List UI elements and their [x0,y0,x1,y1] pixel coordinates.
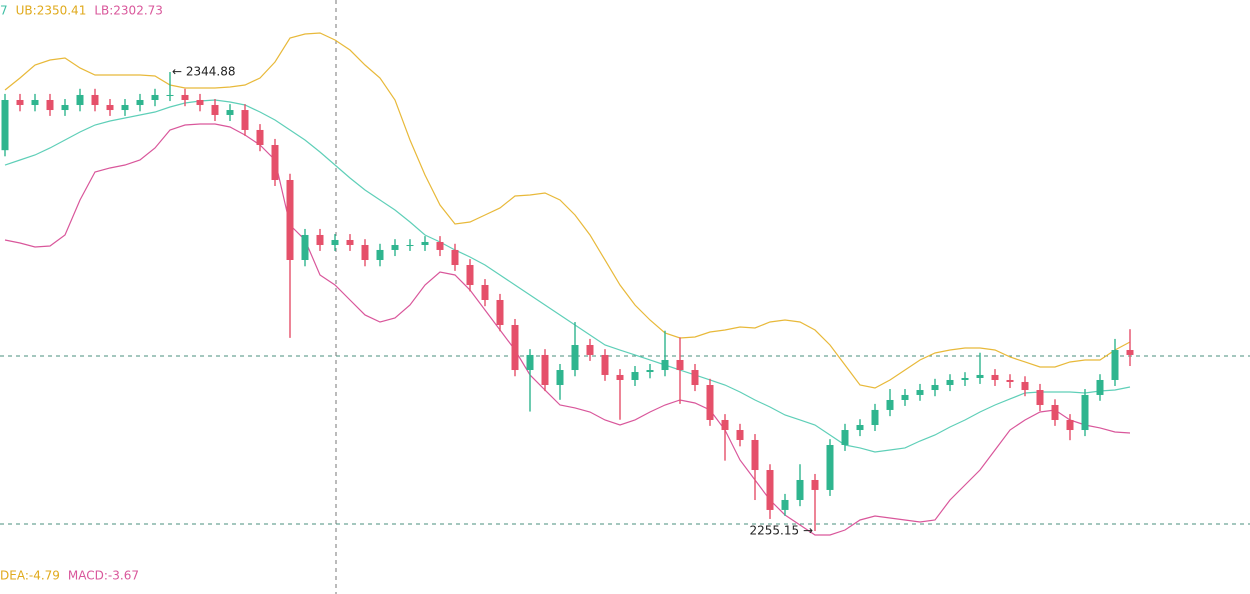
candle-body [1036,390,1044,406]
candle-body [961,377,969,380]
candle-body [691,370,699,386]
candle-body [601,354,609,375]
candle-body [331,239,339,246]
candle-body [811,479,819,490]
candle-body [571,345,579,371]
candle-body [61,105,69,111]
candle-body [481,285,489,300]
candle-body [376,249,384,260]
candle-body [106,105,114,111]
candle-body [556,370,564,386]
candle-body [196,99,204,106]
candle-body [616,374,624,380]
candle-body [1081,394,1089,431]
candle-body [916,390,924,395]
candle-body [496,299,504,326]
candle-body [511,325,519,371]
candle-body [91,94,99,106]
candle-body [766,470,774,510]
candle-body [931,385,939,391]
candle-body [976,374,984,378]
candle-body [151,94,159,100]
candle-body [586,345,594,355]
candle-body [421,241,429,246]
max-label: ← 2344.88 [172,65,236,79]
candle-body [346,239,354,246]
candle-body [271,145,279,180]
indicator-label: 7 [0,4,8,18]
macd-label: MACD:-3.67 [68,569,139,583]
candle-body [1021,381,1029,391]
candle-body [76,94,84,106]
candle-body [1051,405,1059,420]
candle-body [1066,419,1074,431]
candle-body [406,245,414,247]
candle-body [121,105,129,111]
candle-body [946,379,954,386]
candle-body [466,265,474,286]
indicator-label: LB:2302.73 [94,4,163,18]
candle-body [991,374,999,380]
candle-body [16,99,24,106]
candle-body [136,99,144,106]
candle-body [241,110,249,130]
candle-body [181,94,189,100]
candle-body [796,479,804,500]
candle-body [436,241,444,250]
candle-body [1,99,9,151]
candle-body [316,234,324,246]
candle-body [706,385,714,420]
candle-body [1096,379,1104,395]
candle-body [826,445,834,490]
candle-body [736,430,744,440]
candle-body [781,499,789,510]
candle-body [526,354,534,371]
macd-label: DEA:-4.79 [0,569,60,583]
candle-body [841,430,849,446]
candle-body [31,99,39,106]
band-line [4,32,1131,389]
candle-body [661,359,669,371]
candle-body [901,394,909,400]
candle-body [721,419,729,431]
candle-body [1126,350,1134,355]
candle-body [871,409,879,426]
indicator-label: UB:2350.41 [16,4,87,18]
candle-body [646,370,654,373]
candle-body [631,372,639,380]
candle-body [1111,350,1119,380]
candle-body [676,359,684,371]
band-line [4,123,1131,536]
candle-body [1006,379,1014,382]
candle-body [856,425,864,431]
candle-body [886,399,894,410]
candle-body [751,439,759,471]
candle-body [301,234,309,260]
min-label: 2255.15 → [750,523,814,537]
candle-body [256,129,264,146]
candle-body [451,249,459,266]
candle-body [541,354,549,386]
band-line [4,99,1131,453]
candle-body [286,179,294,260]
candle-body [226,110,234,115]
candle-body [361,245,369,260]
candle-body [166,94,174,96]
candle-body [46,99,54,111]
candle-body [391,245,399,250]
candle-body [211,105,219,115]
